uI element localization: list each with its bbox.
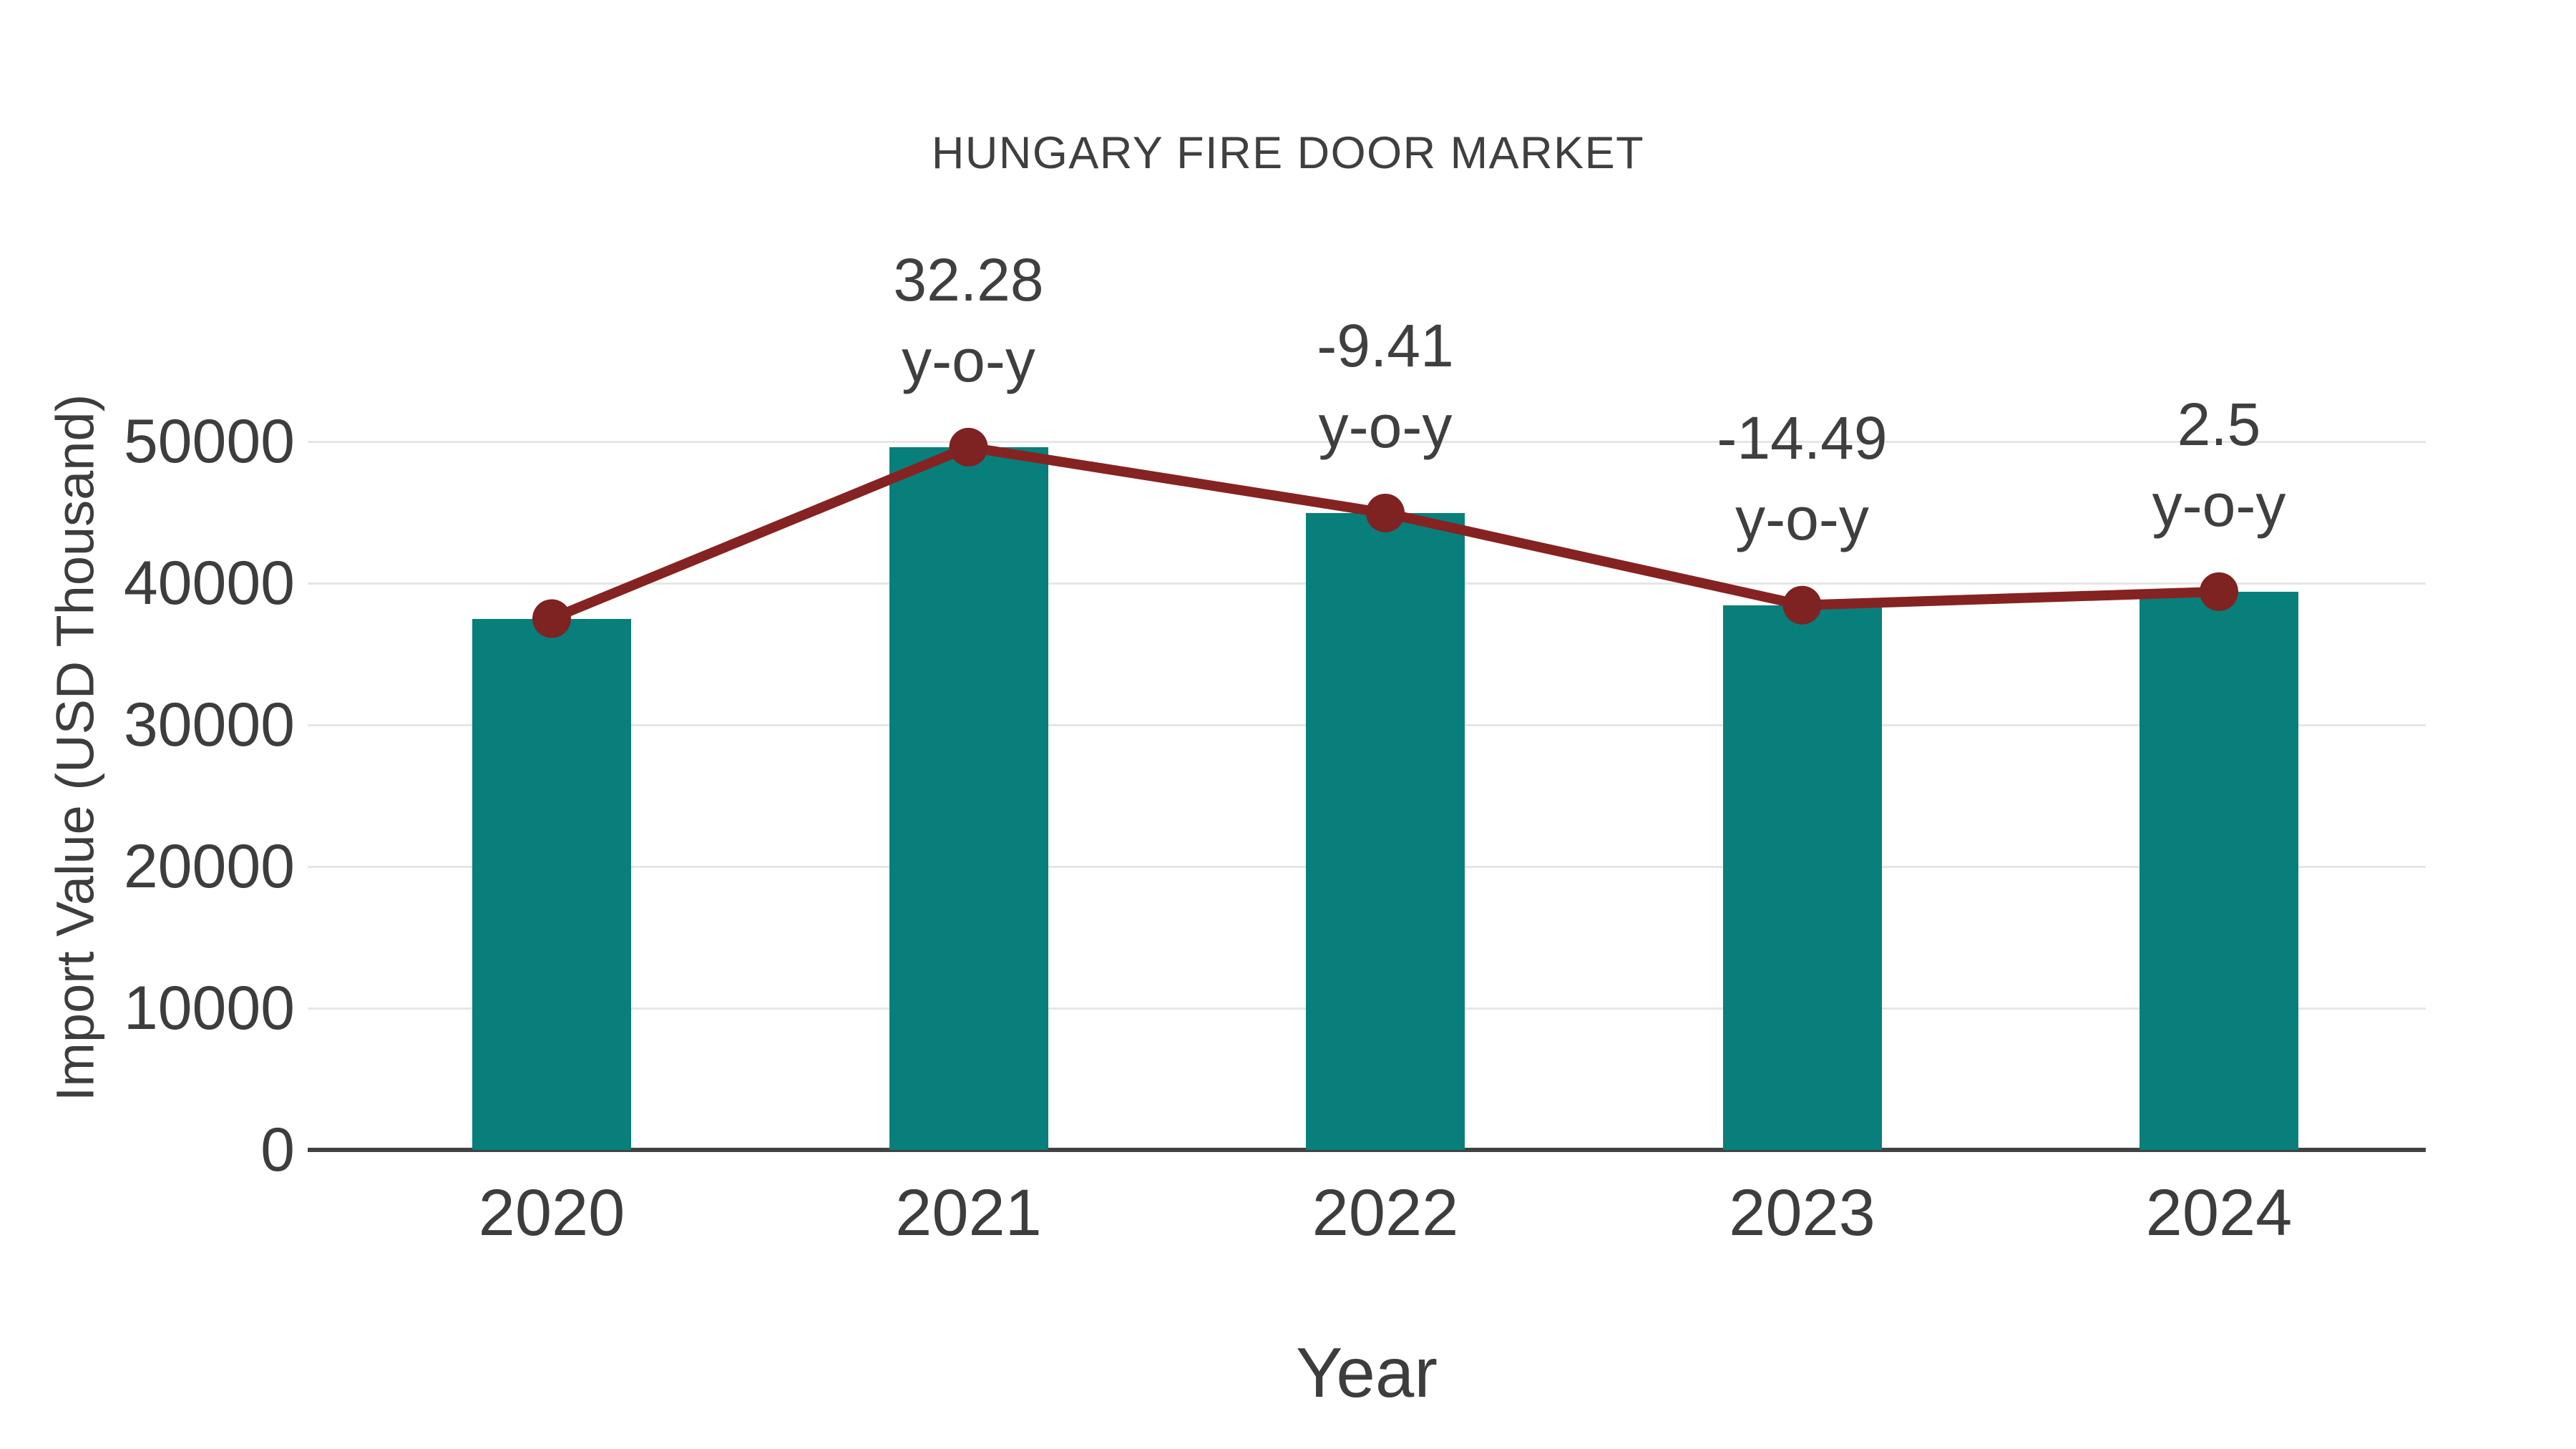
yoy-annotation-2021: 32.28 y-o-y bbox=[783, 240, 1155, 401]
trend-marker-2021 bbox=[949, 427, 988, 467]
yoy-annotation-2023: -14.49 y-o-y bbox=[1616, 398, 1989, 560]
y-tick-label-10000: 10000 bbox=[123, 974, 295, 1043]
bar-2022 bbox=[1306, 512, 1465, 1150]
x-tick-label-2023: 2023 bbox=[1729, 1176, 1875, 1249]
bar-2023 bbox=[1722, 605, 1882, 1150]
bar-2020 bbox=[472, 618, 631, 1150]
trend-marker-2020 bbox=[532, 599, 571, 638]
yoy-suffix-2022: y-o-y bbox=[1318, 392, 1453, 460]
x-tick-label-2024: 2024 bbox=[2145, 1176, 2293, 1249]
y-tick-label-20000: 20000 bbox=[123, 832, 295, 901]
y-tick-label-30000: 30000 bbox=[123, 691, 295, 759]
yoy-value-2023: -14.49 bbox=[1717, 404, 1888, 472]
x-tick-label-2020: 2020 bbox=[478, 1176, 625, 1249]
yoy-value-2021: 32.28 bbox=[893, 245, 1044, 313]
x-axis-line bbox=[308, 1148, 2426, 1152]
yoy-value-2022: -9.41 bbox=[1317, 311, 1454, 379]
trend-marker-2022 bbox=[1366, 493, 1405, 532]
x-tick-label-2022: 2022 bbox=[1312, 1176, 1459, 1249]
yoy-suffix-2023: y-o-y bbox=[1735, 484, 1869, 552]
y-tick-label-50000: 50000 bbox=[123, 407, 295, 476]
yoy-value-2024: 2.5 bbox=[2177, 390, 2261, 458]
x-axis-title: Year bbox=[1295, 1333, 1438, 1412]
yoy-annotation-2024: 2.5 y-o-y bbox=[2033, 384, 2405, 546]
bar-2024 bbox=[2140, 591, 2298, 1150]
chart-title: HUNGARY FIRE DOOR MARKET bbox=[931, 128, 1645, 178]
yoy-annotation-2022: -9.41 y-o-y bbox=[1199, 306, 1571, 467]
yoy-suffix-2024: y-o-y bbox=[2152, 471, 2286, 539]
y-tick-label-40000: 40000 bbox=[123, 549, 295, 618]
gridline-50000 bbox=[308, 440, 2426, 443]
bar-2021 bbox=[889, 447, 1048, 1150]
trend-marker-2024 bbox=[2200, 572, 2238, 611]
trend-marker-2023 bbox=[1782, 585, 1822, 625]
x-tick-label-2021: 2021 bbox=[895, 1176, 1042, 1249]
y-tick-label-0: 0 bbox=[260, 1116, 295, 1184]
yoy-suffix-2021: y-o-y bbox=[902, 326, 1035, 394]
